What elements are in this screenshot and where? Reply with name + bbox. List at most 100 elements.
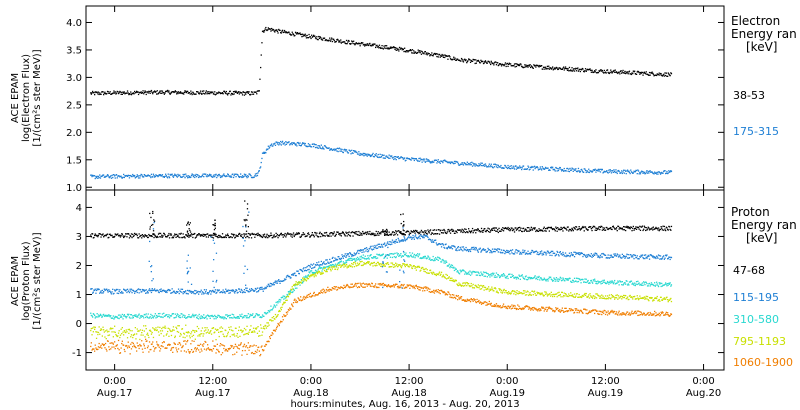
proton-point bbox=[340, 265, 342, 267]
proton-point bbox=[430, 233, 432, 236]
proton-point bbox=[283, 235, 286, 237]
xtick-time-label: 12:00 bbox=[591, 376, 620, 387]
proton-point bbox=[250, 289, 252, 292]
electron-point bbox=[133, 93, 135, 95]
electron-point bbox=[353, 40, 355, 42]
electron-point bbox=[254, 173, 257, 175]
proton-point bbox=[205, 236, 207, 238]
proton-point bbox=[588, 253, 590, 256]
electron-point bbox=[265, 26, 267, 29]
electron-point bbox=[386, 45, 388, 47]
proton-point bbox=[137, 237, 139, 239]
proton-series-points bbox=[90, 190, 705, 370]
proton-point bbox=[488, 274, 490, 276]
electron-point bbox=[626, 170, 628, 172]
proton-point bbox=[150, 289, 152, 291]
proton-point bbox=[130, 235, 132, 238]
proton-point bbox=[596, 283, 598, 285]
proton-point bbox=[457, 247, 459, 249]
proton-point bbox=[582, 225, 584, 228]
proton-point bbox=[486, 251, 488, 253]
electron-point bbox=[541, 169, 543, 171]
proton-point bbox=[572, 228, 574, 231]
proton-point bbox=[244, 233, 246, 235]
electron-point bbox=[528, 65, 530, 67]
proton-point bbox=[268, 324, 270, 326]
proton-point bbox=[263, 235, 265, 237]
proton-point bbox=[214, 235, 217, 237]
electron-point bbox=[623, 72, 625, 74]
proton-point bbox=[229, 335, 231, 338]
proton-point bbox=[365, 250, 367, 252]
proton-point bbox=[526, 230, 528, 232]
electron-point bbox=[474, 165, 476, 167]
proton-point bbox=[238, 317, 240, 319]
proton-point bbox=[393, 234, 395, 236]
proton-point bbox=[665, 283, 667, 285]
proton-point bbox=[247, 290, 249, 292]
electron-point bbox=[276, 143, 279, 145]
electron-point bbox=[173, 91, 175, 94]
proton-point bbox=[188, 289, 191, 292]
proton-point bbox=[119, 292, 122, 294]
proton-point bbox=[585, 256, 587, 258]
electron-point bbox=[404, 157, 406, 159]
proton-point bbox=[138, 233, 140, 235]
proton-point bbox=[628, 281, 631, 283]
proton-point bbox=[141, 237, 143, 239]
proton-point bbox=[231, 334, 233, 336]
electron-point bbox=[531, 166, 534, 168]
proton-point bbox=[126, 291, 128, 294]
proton-point bbox=[240, 291, 242, 293]
proton-point bbox=[530, 278, 532, 280]
proton-point bbox=[464, 228, 466, 230]
proton-point bbox=[150, 330, 152, 332]
proton-point bbox=[570, 254, 572, 256]
proton-point bbox=[479, 247, 481, 249]
electron-point bbox=[659, 173, 662, 175]
proton-point bbox=[545, 230, 547, 232]
proton-point bbox=[468, 228, 470, 230]
electron-point bbox=[143, 176, 145, 178]
electron-point bbox=[95, 176, 97, 178]
electron-point bbox=[347, 39, 350, 42]
electron-point bbox=[663, 73, 665, 75]
proton-point bbox=[580, 252, 582, 254]
electron-point bbox=[317, 145, 319, 147]
proton-point bbox=[196, 235, 198, 237]
electron-point bbox=[195, 93, 197, 95]
proton-point bbox=[362, 257, 364, 259]
electron-point bbox=[584, 70, 586, 72]
proton-point bbox=[94, 289, 96, 292]
electron-point bbox=[324, 145, 326, 147]
electron-point bbox=[260, 161, 262, 164]
proton-point bbox=[258, 314, 260, 316]
electron-point bbox=[258, 90, 260, 92]
proton-point bbox=[582, 255, 584, 258]
electron-point bbox=[334, 148, 337, 151]
proton-point bbox=[521, 230, 523, 233]
electron-point bbox=[188, 92, 191, 94]
electron-point bbox=[585, 171, 587, 174]
proton-point bbox=[614, 283, 616, 285]
electron-point bbox=[518, 63, 520, 66]
proton-point bbox=[152, 233, 155, 236]
electron-point bbox=[658, 72, 660, 74]
proton-point bbox=[557, 254, 560, 256]
proton-point bbox=[607, 281, 609, 284]
electron-point bbox=[400, 156, 403, 158]
proton-point bbox=[533, 251, 535, 254]
proton-point bbox=[272, 306, 275, 308]
proton-point bbox=[211, 327, 213, 330]
proton-point bbox=[654, 256, 656, 259]
proton-point bbox=[430, 259, 432, 261]
proton-point bbox=[334, 259, 337, 261]
proton-point bbox=[417, 253, 419, 255]
electron-point bbox=[91, 92, 93, 94]
proton-point bbox=[189, 337, 191, 339]
proton-point bbox=[441, 232, 443, 234]
proton-point bbox=[142, 334, 144, 336]
electron-point bbox=[300, 33, 302, 36]
electron-point bbox=[337, 150, 339, 153]
electron-point bbox=[131, 92, 133, 95]
